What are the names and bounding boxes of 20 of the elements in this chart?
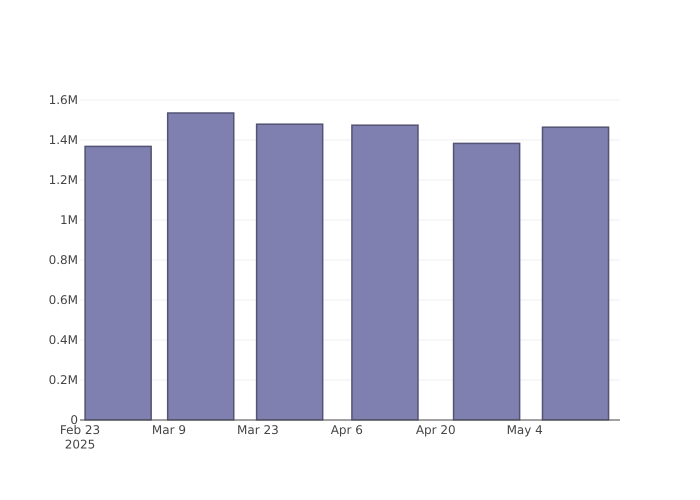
- y-tick-label: 1.6M: [48, 93, 78, 108]
- y-tick-label: 1.2M: [48, 173, 78, 188]
- x-tick-label: Mar 23: [237, 423, 279, 437]
- bar: [542, 126, 610, 421]
- y-tick-label: 1.4M: [48, 133, 78, 148]
- y-tick-label: 0.4M: [48, 333, 78, 348]
- bar: [256, 123, 324, 421]
- x-tick-label: Apr 6: [330, 423, 363, 437]
- x-tick-label: Feb 23 2025: [60, 423, 100, 452]
- y-tick-label: 1M: [60, 213, 78, 228]
- bar: [351, 124, 419, 421]
- bar: [84, 146, 152, 421]
- x-tick-label: Mar 9: [152, 423, 186, 437]
- y-tick-label: 0.2M: [48, 373, 78, 388]
- x-tick-label: Apr 20: [416, 423, 456, 437]
- y-tick-label: 0.6M: [48, 293, 78, 308]
- x-tick-label: May 4: [506, 423, 543, 437]
- y-tick-label: 0.8M: [48, 253, 78, 268]
- bar: [166, 112, 234, 421]
- bar: [452, 142, 520, 421]
